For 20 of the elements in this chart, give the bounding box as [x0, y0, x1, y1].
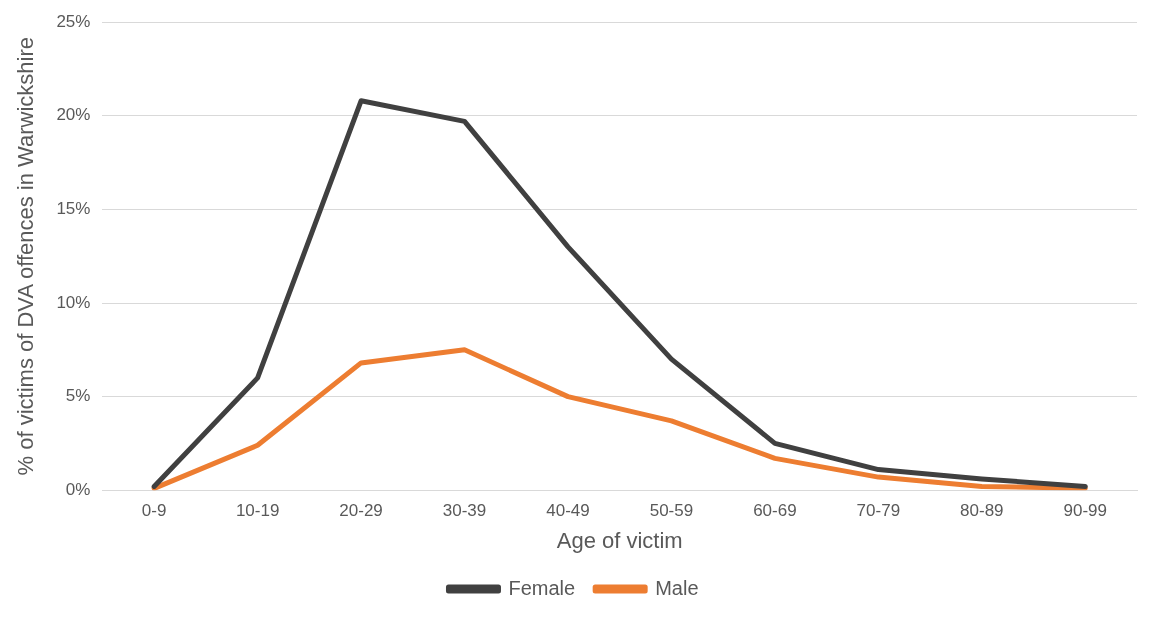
x-axis-title: Age of victim: [556, 527, 683, 553]
y-tick-label: 10%: [56, 292, 91, 312]
legend-label: Female: [508, 576, 576, 599]
x-tick-label: 30-39: [442, 501, 487, 521]
x-tick-label: 80-89: [960, 501, 1004, 521]
x-tick-label: 70-79: [856, 501, 901, 521]
x-tick-label: 50-59: [649, 501, 694, 521]
x-tick-label: 20-29: [339, 501, 383, 521]
x-tick-label: 10-19: [235, 501, 280, 521]
y-tick-label: 5%: [65, 386, 91, 406]
x-tick-label: 0-9: [141, 501, 167, 521]
legend-label: Male: [655, 576, 699, 599]
x-tick-label: 90-99: [1063, 501, 1108, 521]
x-tick-label: 60-69: [753, 501, 797, 521]
y-tick-label: 15%: [56, 199, 91, 219]
y-axis-title: % of victims of DVA offences in Warwickshire: [13, 36, 39, 476]
y-tick-label: 25%: [56, 11, 91, 31]
y-tick-label: 20%: [56, 105, 91, 125]
y-tick-label: 0%: [65, 479, 91, 499]
x-tick-label: 40-49: [546, 501, 590, 521]
